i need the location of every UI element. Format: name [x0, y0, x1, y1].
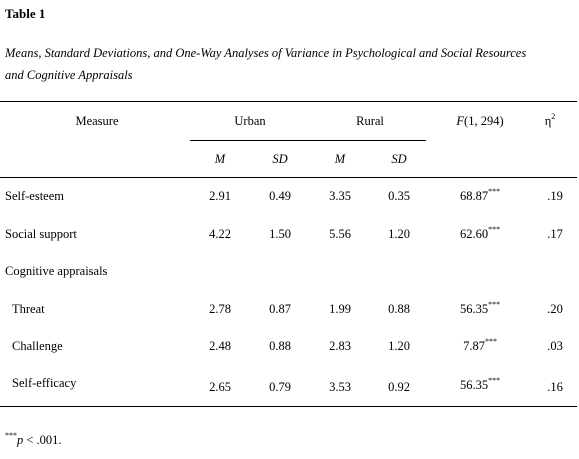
header-urban-sd: SD	[272, 152, 288, 166]
cell-urban-sd: 1.50	[269, 227, 291, 241]
header-urban-m: M	[214, 152, 226, 166]
note-sig: ***	[5, 430, 17, 440]
row-label: Challenge	[12, 339, 63, 353]
header-rural: Rural	[356, 114, 384, 128]
cell-eta: .17	[547, 227, 563, 241]
table-caption-line-1: Means, Standard Deviations, and One-Way …	[5, 46, 527, 60]
row-label: Social support	[5, 227, 77, 241]
top-rule	[0, 101, 577, 102]
spanner-rule	[190, 140, 426, 141]
cell-urban-sd: 0.49	[269, 189, 291, 203]
cell-f-sig: ***	[488, 375, 501, 385]
cell-rural-m: 1.99	[329, 302, 351, 316]
row-label: Self-esteem	[5, 189, 65, 203]
cell-rural-m: 5.56	[329, 227, 351, 241]
header-rural-sd: SD	[391, 152, 407, 166]
header-eta-base: η	[544, 114, 552, 128]
table-note: ***p < .001.	[5, 430, 62, 448]
cell-f-sig: ***	[484, 336, 497, 346]
note-rest: < .001.	[23, 433, 62, 447]
header-eta-sup: 2	[551, 111, 556, 121]
header-eta-squared: η2	[535, 111, 565, 129]
cell-rural-m: 3.53	[329, 380, 351, 394]
cell-f: 56.35***	[440, 375, 520, 393]
header-f-letter: F	[456, 114, 465, 128]
cell-rural-sd: 0.35	[388, 189, 410, 203]
cell-f-sig: ***	[488, 186, 501, 196]
cell-rural-sd: 1.20	[388, 227, 410, 241]
cell-f-value: 56.35	[459, 302, 489, 316]
header-measure: Measure	[75, 114, 119, 128]
cell-f-value: 68.87	[459, 189, 489, 203]
cell-urban-m: 2.48	[209, 339, 231, 353]
cell-f: 56.35***	[440, 299, 520, 317]
cell-f-value: 7.87	[463, 339, 485, 353]
cell-rural-sd: 0.92	[388, 380, 410, 394]
cell-urban-sd: 0.87	[269, 302, 291, 316]
cell-eta: .19	[547, 189, 563, 203]
cell-eta: .03	[547, 339, 563, 353]
cell-f: 68.87***	[440, 186, 520, 204]
cell-urban-sd: 0.79	[269, 380, 291, 394]
cell-f: 62.60***	[440, 224, 520, 242]
cell-f-value: 62.60	[459, 227, 489, 241]
note-p: p	[17, 433, 24, 447]
cell-urban-m: 2.65	[209, 380, 231, 394]
cell-rural-sd: 1.20	[388, 339, 410, 353]
cell-urban-m: 4.22	[209, 227, 231, 241]
cell-rural-m: 2.83	[329, 339, 351, 353]
row-label: Cognitive appraisals	[5, 264, 108, 278]
cell-eta: .20	[547, 302, 563, 316]
bottom-rule	[0, 406, 577, 407]
table-title: Table 1	[5, 6, 46, 21]
header-urban: Urban	[234, 114, 266, 128]
cell-urban-m: 2.91	[209, 189, 231, 203]
cell-f-value: 56.35	[459, 378, 489, 392]
table-caption-line-2: and Cognitive Appraisals	[5, 68, 133, 82]
header-rural-m: M	[334, 152, 346, 166]
cell-rural-m: 3.35	[329, 189, 351, 203]
cell-urban-sd: 0.88	[269, 339, 291, 353]
cell-urban-m: 2.78	[209, 302, 231, 316]
header-bottom-rule	[0, 177, 577, 178]
cell-eta: .16	[547, 380, 563, 394]
cell-f: 7.87***	[440, 336, 520, 354]
row-label: Threat	[12, 302, 45, 316]
cell-rural-sd: 0.88	[388, 302, 410, 316]
header-f-df: (1, 294)	[464, 114, 504, 128]
cell-f-sig: ***	[488, 299, 501, 309]
cell-f-sig: ***	[488, 224, 501, 234]
header-f-statistic: F(1, 294)	[440, 114, 520, 129]
row-label: Self-efficacy	[12, 376, 77, 390]
